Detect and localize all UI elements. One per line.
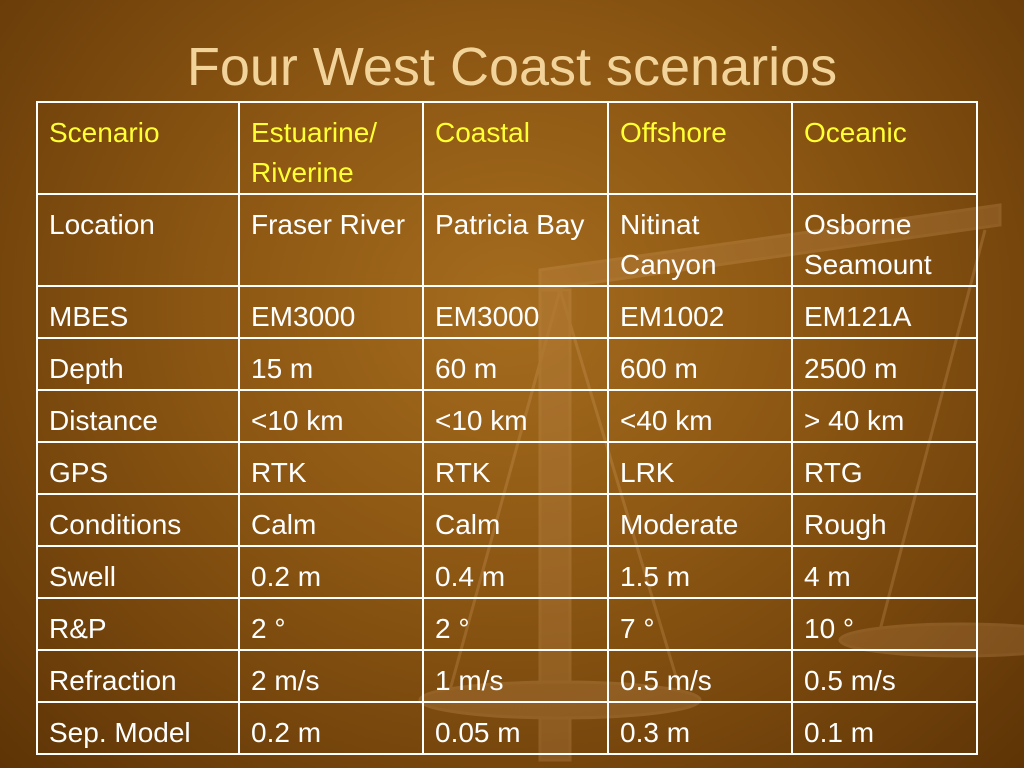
table-cell: RTG [791, 441, 978, 495]
table-cell: MBES [36, 285, 240, 339]
table-cell: Osborne Seamount [791, 193, 978, 287]
table-cell: Moderate [607, 493, 793, 547]
table-cell: 2 ° [422, 597, 609, 651]
table-row: Depth 15 m 60 m 600 m 2500 m [36, 337, 978, 391]
table-cell: Calm [238, 493, 424, 547]
table-cell: Rough [791, 493, 978, 547]
table-cell: 0.5 m/s [791, 649, 978, 703]
table-cell: 0.5 m/s [607, 649, 793, 703]
table-cell: 15 m [238, 337, 424, 391]
table-cell: EM121A [791, 285, 978, 339]
table-cell: <10 km [238, 389, 424, 443]
table-cell: 10 ° [791, 597, 978, 651]
table-cell: 2500 m [791, 337, 978, 391]
table-cell: 60 m [422, 337, 609, 391]
table-row: Conditions Calm Calm Moderate Rough [36, 493, 978, 547]
table-cell: Depth [36, 337, 240, 391]
table-row: GPS RTK RTK LRK RTG [36, 441, 978, 495]
table-cell: EM3000 [422, 285, 609, 339]
scenario-table: Scenario Estuarine/ Riverine Coastal Offsho… [36, 101, 978, 755]
header-row: Scenario Estuarine/ Riverine Coastal Offsho… [36, 101, 978, 195]
header-cell: Scenario [36, 101, 240, 195]
table-row: Refraction 2 m/s 1 m/s 0.5 m/s 0.5 m/s [36, 649, 978, 703]
table-row: Location Fraser River Patricia Bay Nitinat … [36, 193, 978, 287]
table-cell: 0.2 m [238, 545, 424, 599]
table-cell: RTK [422, 441, 609, 495]
table-cell: 0.2 m [238, 701, 424, 755]
table-row: MBES EM3000 EM3000 EM1002 EM121A [36, 285, 978, 339]
table-cell: 2 ° [238, 597, 424, 651]
table-row: R&P 2 ° 2 ° 7 ° 10 ° [36, 597, 978, 651]
table-cell: R&P [36, 597, 240, 651]
table-cell: 2 m/s [238, 649, 424, 703]
table-cell: EM3000 [238, 285, 424, 339]
table-cell: 0.4 m [422, 545, 609, 599]
table-cell: 4 m [791, 545, 978, 599]
table-cell: 1.5 m [607, 545, 793, 599]
slide-title: Four West Coast scenarios [186, 37, 838, 97]
table-cell: 1 m/s [422, 649, 609, 703]
table-cell: <40 km [607, 389, 793, 443]
table-cell: 0.3 m [607, 701, 793, 755]
table-row: Sep. Model 0.2 m 0.05 m 0.3 m 0.1 m [36, 701, 978, 755]
table-cell: LRK [607, 441, 793, 495]
table-cell: 7 ° [607, 597, 793, 651]
table-cell: RTK [238, 441, 424, 495]
table-cell: GPS [36, 441, 240, 495]
table-cell: 0.05 m [422, 701, 609, 755]
table-cell: Patricia Bay [422, 193, 609, 287]
table-cell: 600 m [607, 337, 793, 391]
table-cell: <10 km [422, 389, 609, 443]
table-cell: > 40 km [791, 389, 978, 443]
table-cell: Distance [36, 389, 240, 443]
header-cell: Oceanic [791, 101, 978, 195]
table-cell: Fraser River [238, 193, 424, 287]
table-cell: Sep. Model [36, 701, 240, 755]
table-cell: Swell [36, 545, 240, 599]
table-cell: Refraction [36, 649, 240, 703]
table-cell: Location [36, 193, 240, 287]
table-cell: Nitinat Canyon [607, 193, 793, 287]
table-row: Distance <10 km <10 km <40 km > 40 km [36, 389, 978, 443]
header-cell: Coastal [422, 101, 609, 195]
table-cell: EM1002 [607, 285, 793, 339]
table-cell: 0.1 m [791, 701, 978, 755]
header-cell: Offshore [607, 101, 793, 195]
table-cell: Calm [422, 493, 609, 547]
header-cell: Estuarine/ Riverine [238, 101, 424, 195]
table-cell: Conditions [36, 493, 240, 547]
